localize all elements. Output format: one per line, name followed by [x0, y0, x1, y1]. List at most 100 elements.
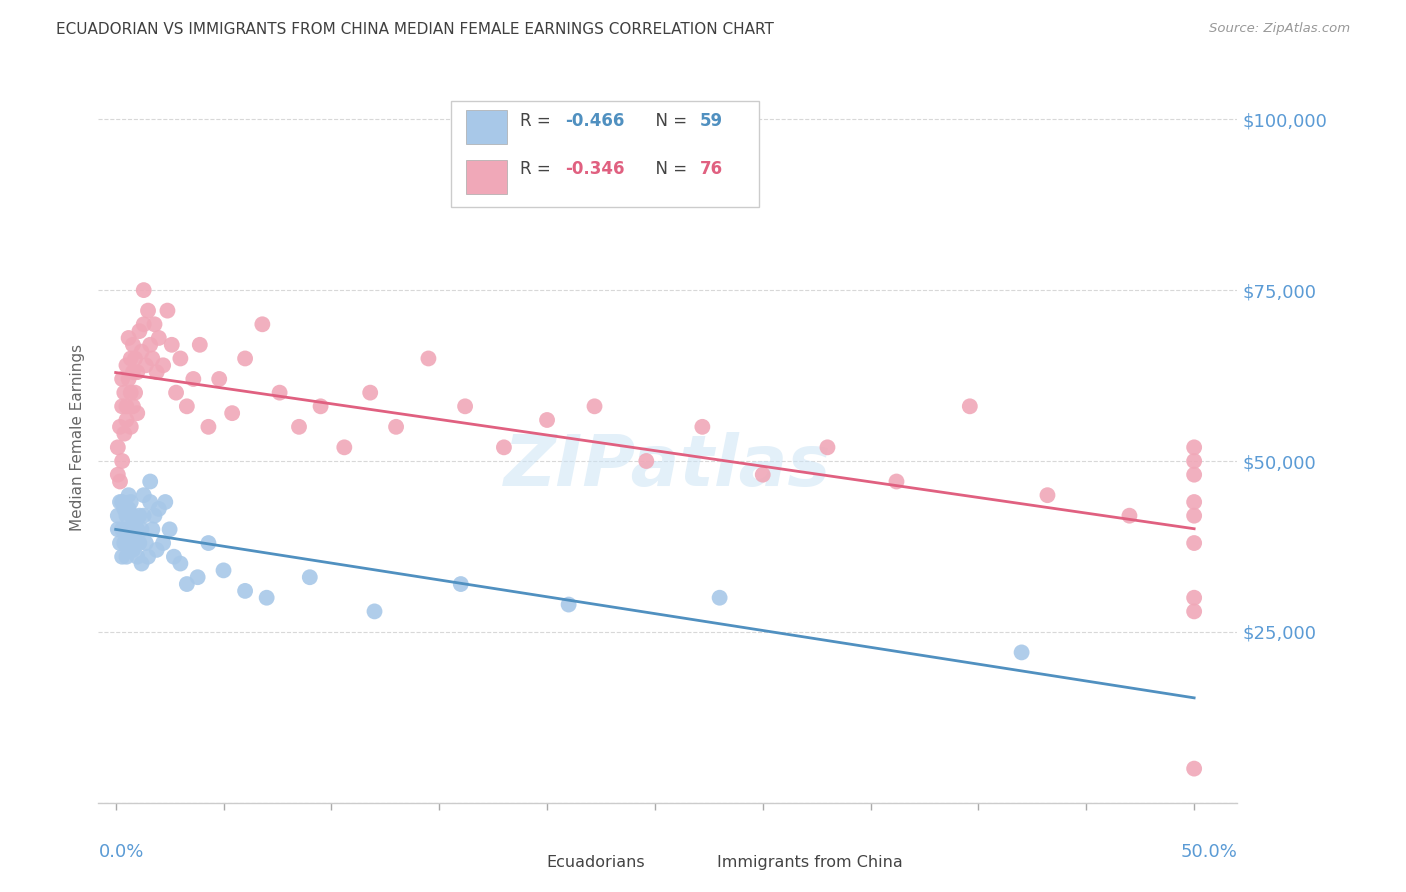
Point: [221, 406, 243, 420]
Point: [111, 400, 134, 414]
Point: [107, 522, 129, 536]
Point: [1182, 495, 1205, 509]
Point: [208, 372, 231, 386]
Point: [115, 508, 138, 523]
Point: [165, 385, 187, 400]
Point: [127, 365, 149, 379]
Point: [454, 400, 477, 414]
Point: [233, 351, 256, 366]
Point: [187, 570, 209, 584]
Point: [709, 591, 731, 605]
Point: [139, 338, 162, 352]
Point: [1182, 762, 1205, 776]
Point: [120, 495, 142, 509]
Point: [108, 420, 131, 434]
Point: [108, 536, 131, 550]
Point: [128, 324, 150, 338]
Point: [583, 400, 606, 414]
Point: [122, 365, 145, 379]
Point: [256, 591, 278, 605]
Point: [117, 522, 139, 536]
Point: [111, 522, 134, 536]
Point: [152, 359, 174, 373]
Point: [115, 529, 138, 543]
Point: [136, 303, 159, 318]
Point: [120, 351, 142, 366]
Text: -0.346: -0.346: [565, 160, 624, 178]
Text: R =: R =: [520, 160, 555, 178]
Point: [143, 508, 166, 523]
FancyBboxPatch shape: [451, 101, 759, 207]
FancyBboxPatch shape: [676, 846, 713, 870]
Point: [115, 413, 138, 427]
Point: [141, 522, 163, 536]
Point: [117, 372, 139, 386]
FancyBboxPatch shape: [506, 846, 543, 870]
Point: [120, 385, 142, 400]
Point: [145, 542, 167, 557]
Point: [127, 406, 149, 420]
Point: [124, 351, 146, 366]
Point: [117, 501, 139, 516]
Point: [692, 420, 714, 434]
Point: [111, 495, 134, 509]
Point: [385, 420, 408, 434]
Point: [108, 475, 131, 489]
Point: [132, 283, 155, 297]
Point: [288, 420, 311, 434]
Point: [132, 508, 155, 523]
FancyBboxPatch shape: [467, 160, 508, 194]
Point: [128, 508, 150, 523]
Point: [197, 420, 219, 434]
Point: [111, 454, 134, 468]
Point: [135, 359, 157, 373]
Point: [117, 488, 139, 502]
Point: [752, 467, 775, 482]
Point: [122, 508, 145, 523]
Point: [107, 440, 129, 454]
Point: [115, 549, 138, 564]
Point: [188, 338, 211, 352]
Point: [131, 557, 153, 571]
Point: [1182, 591, 1205, 605]
Text: 50.0%: 50.0%: [1181, 843, 1237, 861]
Point: [132, 318, 155, 332]
Text: N =: N =: [645, 160, 692, 178]
Point: [112, 426, 135, 441]
Point: [120, 522, 142, 536]
Point: [363, 604, 385, 618]
Point: [160, 338, 183, 352]
Point: [492, 440, 515, 454]
Text: ZIPatlas: ZIPatlas: [505, 432, 831, 500]
Text: 59: 59: [700, 112, 723, 129]
Point: [1182, 440, 1205, 454]
Point: [233, 583, 256, 598]
Point: [1182, 508, 1205, 523]
Text: 76: 76: [700, 160, 723, 178]
Point: [143, 318, 166, 332]
Point: [1036, 488, 1059, 502]
Point: [111, 372, 134, 386]
Point: [359, 385, 381, 400]
Point: [1182, 467, 1205, 482]
Point: [117, 331, 139, 345]
Point: [309, 400, 332, 414]
Point: [152, 536, 174, 550]
Point: [112, 385, 135, 400]
Point: [148, 331, 170, 345]
Point: [817, 440, 839, 454]
Point: [127, 549, 149, 564]
Point: [159, 522, 181, 536]
Point: [131, 522, 153, 536]
Text: ECUADORIAN VS IMMIGRANTS FROM CHINA MEDIAN FEMALE EARNINGS CORRELATION CHART: ECUADORIAN VS IMMIGRANTS FROM CHINA MEDI…: [56, 22, 775, 37]
Point: [112, 501, 135, 516]
Point: [120, 536, 142, 550]
Point: [536, 413, 558, 427]
Point: [141, 351, 163, 366]
Point: [122, 400, 145, 414]
Text: Source: ZipAtlas.com: Source: ZipAtlas.com: [1209, 22, 1350, 36]
Point: [418, 351, 440, 366]
Point: [450, 577, 472, 591]
Text: Immigrants from China: Immigrants from China: [717, 855, 903, 871]
Point: [107, 508, 129, 523]
